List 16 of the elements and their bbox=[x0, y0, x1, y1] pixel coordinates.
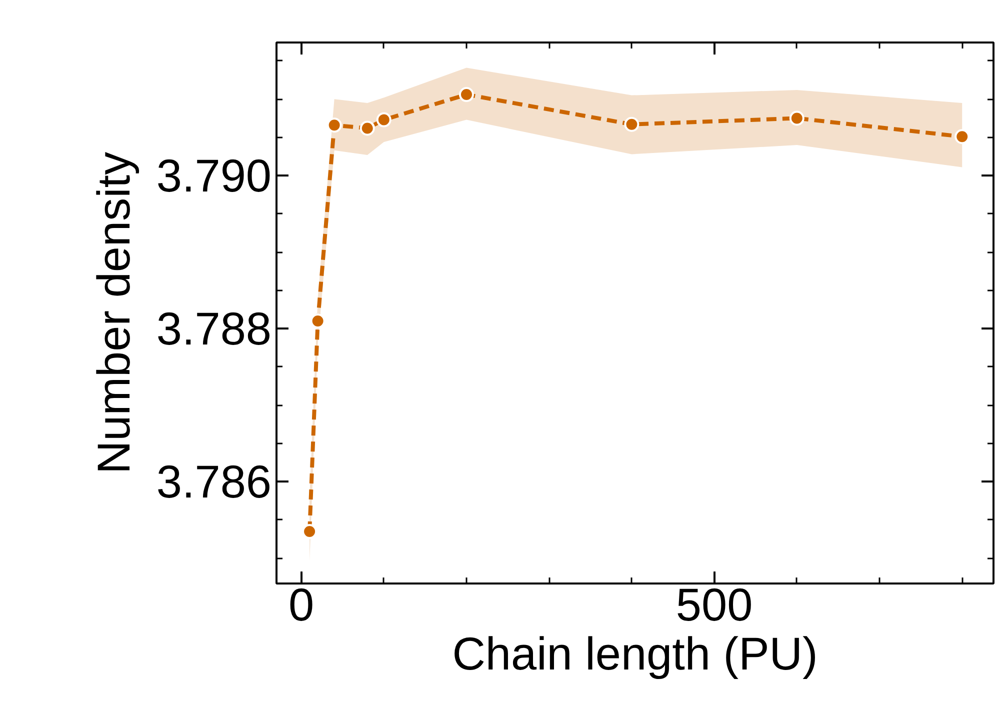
x-tick-label: 0 bbox=[288, 578, 314, 630]
x-tick-label: 500 bbox=[676, 578, 753, 630]
point bbox=[954, 129, 970, 144]
y-tick-label: 3.790 bbox=[156, 150, 272, 202]
x-axis-title: Chain length (PU) bbox=[452, 628, 818, 680]
point bbox=[376, 112, 392, 128]
y-tick-label: 3.788 bbox=[156, 302, 272, 355]
point bbox=[458, 87, 474, 102]
point bbox=[302, 524, 318, 539]
point bbox=[360, 120, 375, 136]
point bbox=[326, 118, 342, 133]
y-axis-title: Number density bbox=[87, 152, 140, 474]
point bbox=[624, 116, 640, 132]
point bbox=[310, 314, 326, 329]
point bbox=[789, 110, 804, 126]
y-tick-label: 3.786 bbox=[156, 456, 272, 508]
